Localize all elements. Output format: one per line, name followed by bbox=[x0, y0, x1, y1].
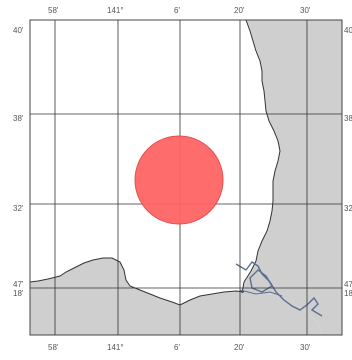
bottom-label-2: 141° bbox=[107, 343, 124, 352]
bottom-label-5: 30' bbox=[300, 343, 311, 352]
left-axis-labels: 40' 38' 32' 47' 18' bbox=[13, 26, 24, 298]
land-east bbox=[242, 20, 342, 335]
location-marker bbox=[134, 135, 224, 225]
road-branch bbox=[239, 289, 283, 297]
right-label-5: 18' bbox=[344, 289, 352, 298]
top-axis-labels: 58' 141° 6' 20' 30' bbox=[48, 6, 311, 15]
map-frame bbox=[29, 19, 343, 336]
bottom-label-3: 6' bbox=[174, 343, 180, 352]
left-label-5: 18' bbox=[13, 289, 24, 298]
bottom-label-1: 58' bbox=[48, 343, 59, 352]
top-label-2: 141° bbox=[107, 6, 124, 15]
bottom-label-4: 20' bbox=[234, 343, 245, 352]
right-label-3: 32' bbox=[344, 204, 352, 213]
land-south bbox=[30, 258, 322, 335]
coastline-south bbox=[29, 257, 245, 306]
top-label-4: 20' bbox=[234, 6, 245, 15]
right-label-1: 40' bbox=[344, 26, 352, 35]
coastline-east bbox=[241, 19, 281, 294]
top-label-3: 6' bbox=[174, 6, 180, 15]
top-label-5: 30' bbox=[300, 6, 311, 15]
left-label-1: 40' bbox=[13, 26, 24, 35]
left-label-4: 47' bbox=[13, 280, 24, 289]
right-label-2: 38' bbox=[344, 114, 352, 123]
road-line bbox=[235, 261, 323, 317]
left-label-2: 38' bbox=[13, 114, 24, 123]
bottom-axis-labels: 58' 141° 6' 20' 30' bbox=[48, 343, 311, 352]
top-label-1: 58' bbox=[48, 6, 59, 15]
right-label-4: 47' bbox=[344, 280, 352, 289]
left-label-3: 32' bbox=[13, 204, 24, 213]
right-axis-labels: 40' 38' 32' 47' 18' bbox=[344, 26, 352, 298]
